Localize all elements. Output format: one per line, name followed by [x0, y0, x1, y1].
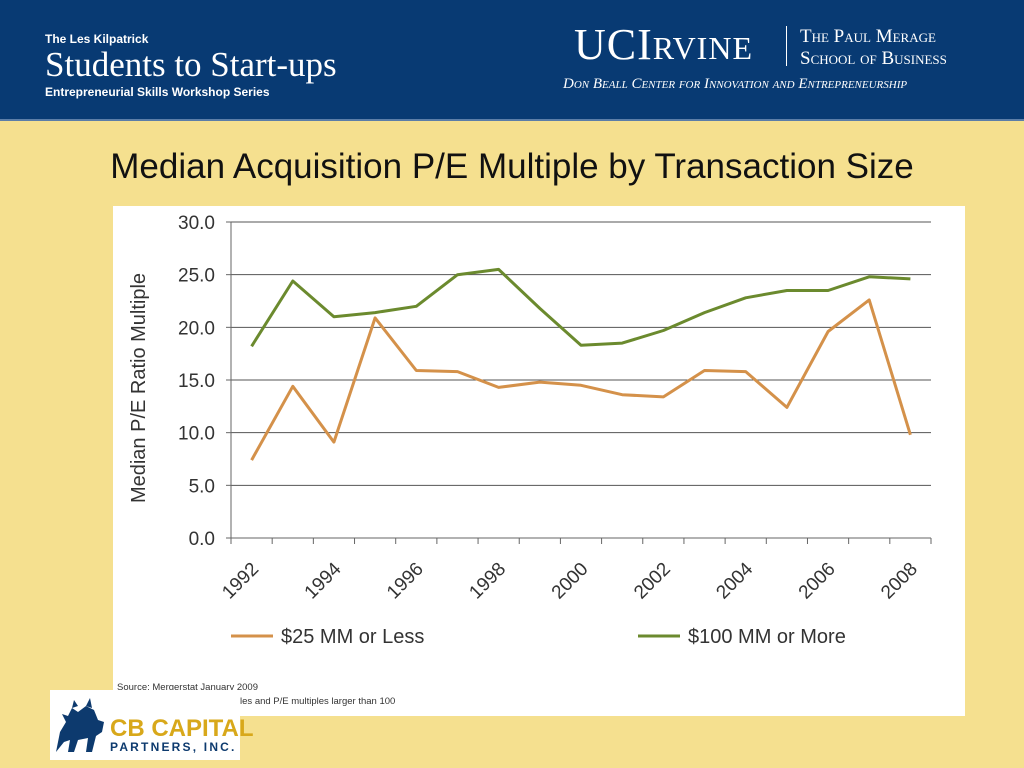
- x-tick-label: 1994: [301, 558, 346, 603]
- header-divider: [0, 119, 1024, 121]
- x-tick-label: 2008: [877, 559, 922, 604]
- x-tick-label: 2002: [630, 559, 675, 604]
- x-tick-label: 1998: [465, 559, 510, 604]
- logo-name-line2: PARTNERS, INC.: [110, 740, 237, 754]
- source-note: Source: Mergerstat January 2009: [117, 682, 258, 693]
- y-tick-label: 30.0: [178, 213, 215, 234]
- y-axis-title: Median P/E Ratio Multiple: [128, 273, 150, 503]
- logo-divider: [786, 26, 787, 66]
- y-tick-label: 5.0: [189, 476, 215, 497]
- x-tick-label: 1996: [383, 559, 428, 604]
- chart-panel: 0.0 5.0 10.0 15.0 20.0 25.0 30.0 1992 1994 1996 19…: [113, 206, 965, 716]
- series-line-0: [250, 298, 912, 461]
- bull-icon: [56, 698, 104, 752]
- y-tick-label: 15.0: [178, 371, 215, 392]
- x-tick-label: 2000: [548, 559, 593, 604]
- legend-label-0: $25 MM or Less: [281, 626, 424, 648]
- header-banner: The Les Kilpatrick Students to Start-ups…: [0, 0, 1024, 119]
- uci-logo: UCIRVINE: [574, 20, 753, 69]
- workshop-supertitle: The Les Kilpatrick: [45, 32, 149, 46]
- workshop-brand: Students to Start-ups: [45, 45, 337, 84]
- slide-title: Median Acquisition P/E Multiple by Trans…: [110, 147, 914, 186]
- y-tick-label: 10.0: [178, 424, 215, 445]
- workshop-series: Entrepreneurial Skills Workshop Series: [45, 85, 270, 99]
- x-tick-label: 1992: [218, 559, 263, 604]
- school-name-line2: School of Business: [800, 48, 947, 69]
- series-line-1: [250, 267, 911, 348]
- legend-label-1: $100 MM or More: [688, 626, 846, 648]
- y-tick-label: 20.0: [178, 318, 215, 339]
- school-name-line1: The Paul Merage: [800, 26, 936, 47]
- y-tick-label: 25.0: [178, 266, 215, 287]
- logo-name-line1: CB CAPITAL: [110, 715, 254, 742]
- x-tick-label: 2006: [795, 559, 840, 604]
- exclusion-note: Excludes negative P/E multiples and P/E …: [117, 696, 396, 707]
- y-tick-label: 0.0: [189, 529, 215, 550]
- center-name: Don Beall Center for Innovation and Entr…: [563, 76, 908, 92]
- line-chart: 0.0 5.0 10.0 15.0 20.0 25.0 30.0 1992 1994 1996 19…: [128, 213, 932, 648]
- cb-capital-logo: CB CAPITAL PARTNERS, INC.: [50, 690, 254, 760]
- x-tick-label: 2004: [712, 558, 757, 603]
